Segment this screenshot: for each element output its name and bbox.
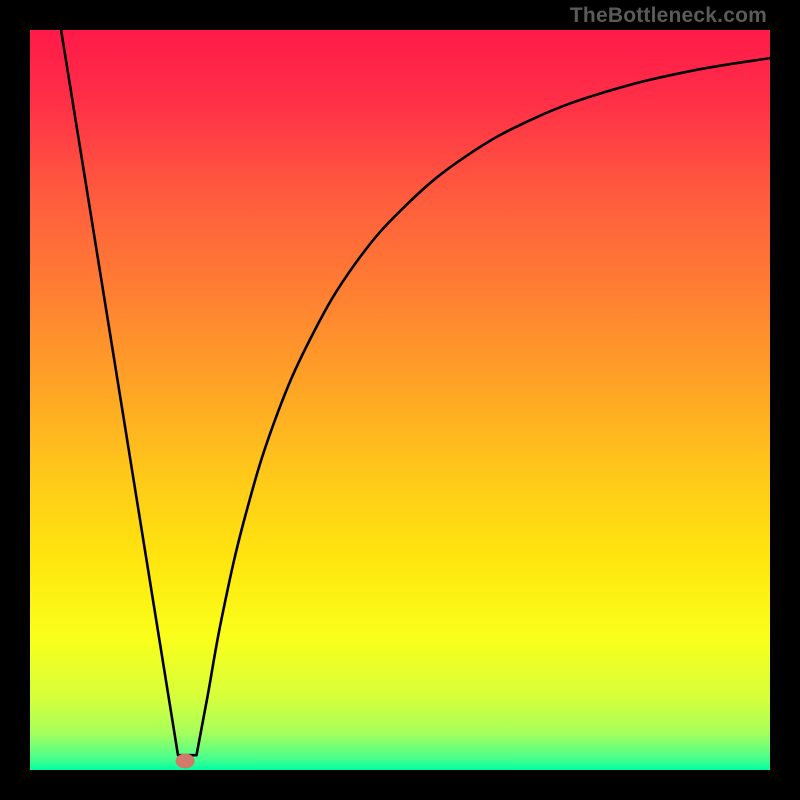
chart-frame: TheBottleneck.com: [0, 0, 800, 800]
optimal-point-marker: [176, 754, 195, 769]
watermark-text: TheBottleneck.com: [570, 4, 767, 28]
bottleneck-curve: [30, 30, 770, 770]
plot-area: [30, 30, 770, 770]
